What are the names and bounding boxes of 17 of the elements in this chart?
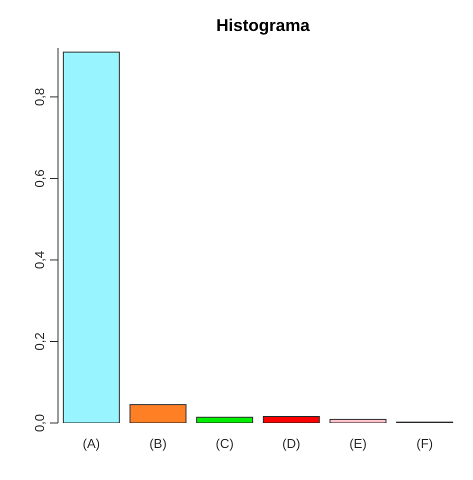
y-tick-label: 0,2 <box>32 332 47 351</box>
x-tick-label: (E) <box>349 436 367 452</box>
y-tick-label: 0,8 <box>32 88 47 106</box>
y-tick-label: 0,4 <box>32 250 47 269</box>
bar <box>330 418 386 423</box>
x-tick-label: (D) <box>282 436 300 452</box>
bar <box>130 404 186 423</box>
bar <box>62 52 120 423</box>
chart-title: Histograma <box>215 16 311 36</box>
x-tick-label: (F) <box>416 436 433 452</box>
bar <box>196 416 254 423</box>
x-tick-label: (C) <box>216 436 234 452</box>
x-tick-label: (A) <box>82 436 100 452</box>
bar <box>262 416 320 423</box>
x-tick-label: (B) <box>149 436 167 452</box>
y-tick-label: 0,6 <box>32 169 47 188</box>
y-tick-label: 0,0 <box>32 414 47 432</box>
